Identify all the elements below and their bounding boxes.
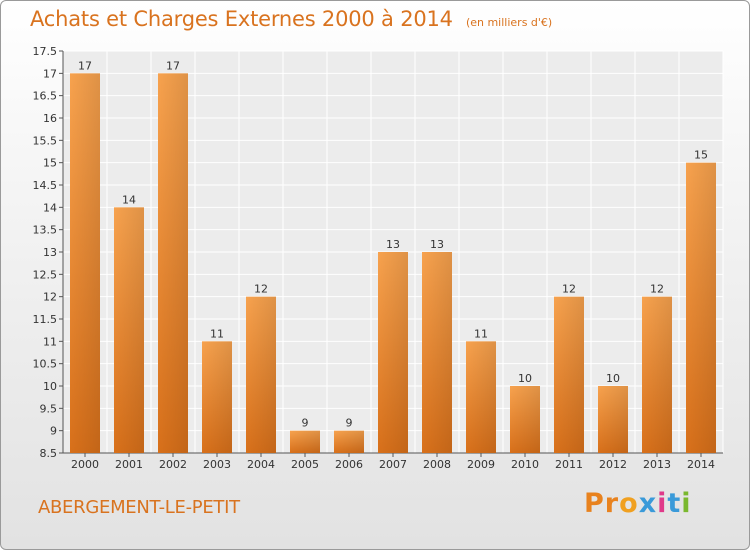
x-tick-label: 2005	[291, 458, 319, 471]
data-label: 13	[430, 238, 444, 251]
bar-shade	[466, 341, 496, 453]
x-tick-label: 2012	[599, 458, 627, 471]
bar-shade	[378, 252, 408, 453]
y-tick-label: 16	[43, 112, 57, 125]
y-tick-label: 14	[43, 201, 57, 214]
y-tick-label: 10.5	[33, 358, 58, 371]
chart-unit: (en milliers d'€)	[465, 16, 553, 29]
bar-shade	[290, 430, 320, 453]
data-label: 9	[346, 417, 353, 430]
y-tick-label: 17	[43, 67, 57, 80]
y-tick-label: 15.5	[33, 134, 58, 147]
x-tick-label: 2006	[335, 458, 363, 471]
x-tick-label: 2000	[71, 458, 99, 471]
x-tick-label: 2001	[115, 458, 143, 471]
x-tick-label: 2003	[203, 458, 231, 471]
y-tick-label: 9	[50, 425, 57, 438]
x-tick-label: 2008	[423, 458, 451, 471]
logo-letter: o	[619, 488, 639, 519]
logo-letter: t	[667, 488, 682, 519]
data-label: 12	[254, 283, 268, 296]
bar-shade	[246, 296, 276, 453]
bar-shade	[70, 73, 100, 453]
logo-letter: i	[657, 488, 668, 519]
data-label: 10	[518, 372, 532, 385]
bar-shade	[510, 386, 540, 453]
x-tick-label: 2004	[247, 458, 275, 471]
data-label: 11	[474, 327, 488, 340]
data-label: 14	[122, 193, 136, 206]
y-tick-label: 14.5	[33, 179, 58, 192]
x-tick-label: 2007	[379, 458, 407, 471]
bar-shade	[158, 73, 188, 453]
logo-letter: r	[604, 488, 620, 519]
y-tick-label: 16.5	[33, 90, 58, 103]
commune-name: ABERGEMENT-LE-PETIT	[38, 497, 240, 518]
logo-letter: x	[638, 488, 658, 519]
y-tick-label: 15	[43, 157, 57, 170]
data-label: 15	[694, 149, 708, 162]
bars	[70, 73, 716, 453]
y-tick-label: 17.5	[33, 45, 58, 58]
y-tick-label: 13	[43, 246, 57, 259]
x-tick-label: 2014	[687, 458, 715, 471]
x-tick-label: 2010	[511, 458, 539, 471]
x-tick-label: 2013	[643, 458, 671, 471]
chart-title-row: Achats et Charges Externes 2000 à 2014 (…	[30, 7, 552, 31]
bar-shade	[422, 252, 452, 453]
x-tick-label: 2009	[467, 458, 495, 471]
chart-title: Achats et Charges Externes 2000 à 2014	[30, 7, 453, 31]
data-label: 13	[386, 238, 400, 251]
y-tick-label: 12	[43, 291, 57, 304]
y-tick-label: 13.5	[33, 224, 58, 237]
bar-shade	[686, 162, 716, 453]
data-label: 9	[302, 417, 309, 430]
y-tick-label: 11	[43, 335, 57, 348]
proxiti-logo[interactable]: Proxiti	[584, 488, 692, 519]
data-labels: 17 14 17 11 12 9 9 13 13 11 10 12 10 12 15	[78, 59, 708, 429]
data-label: 12	[562, 283, 576, 296]
data-label: 11	[210, 327, 224, 340]
y-tick-label: 10	[43, 380, 57, 393]
data-label: 10	[606, 372, 620, 385]
logo-letter: P	[584, 488, 605, 519]
y-tick-label: 12.5	[33, 268, 58, 281]
x-tick-label: 2011	[555, 458, 583, 471]
bar-shade	[202, 341, 232, 453]
bar-shade	[334, 430, 364, 453]
y-tick-label: 8.5	[40, 447, 58, 460]
data-label: 17	[166, 59, 180, 72]
bar-shade	[598, 386, 628, 453]
y-tick-label: 11.5	[33, 313, 58, 326]
bar-shade	[642, 296, 672, 453]
logo-letter: i	[681, 488, 692, 519]
data-label: 17	[78, 59, 92, 72]
data-label: 12	[650, 283, 664, 296]
y-tick-label: 9.5	[40, 402, 58, 415]
bar-shade	[114, 207, 144, 453]
x-tick-label: 2002	[159, 458, 187, 471]
bar-shade	[554, 296, 584, 453]
